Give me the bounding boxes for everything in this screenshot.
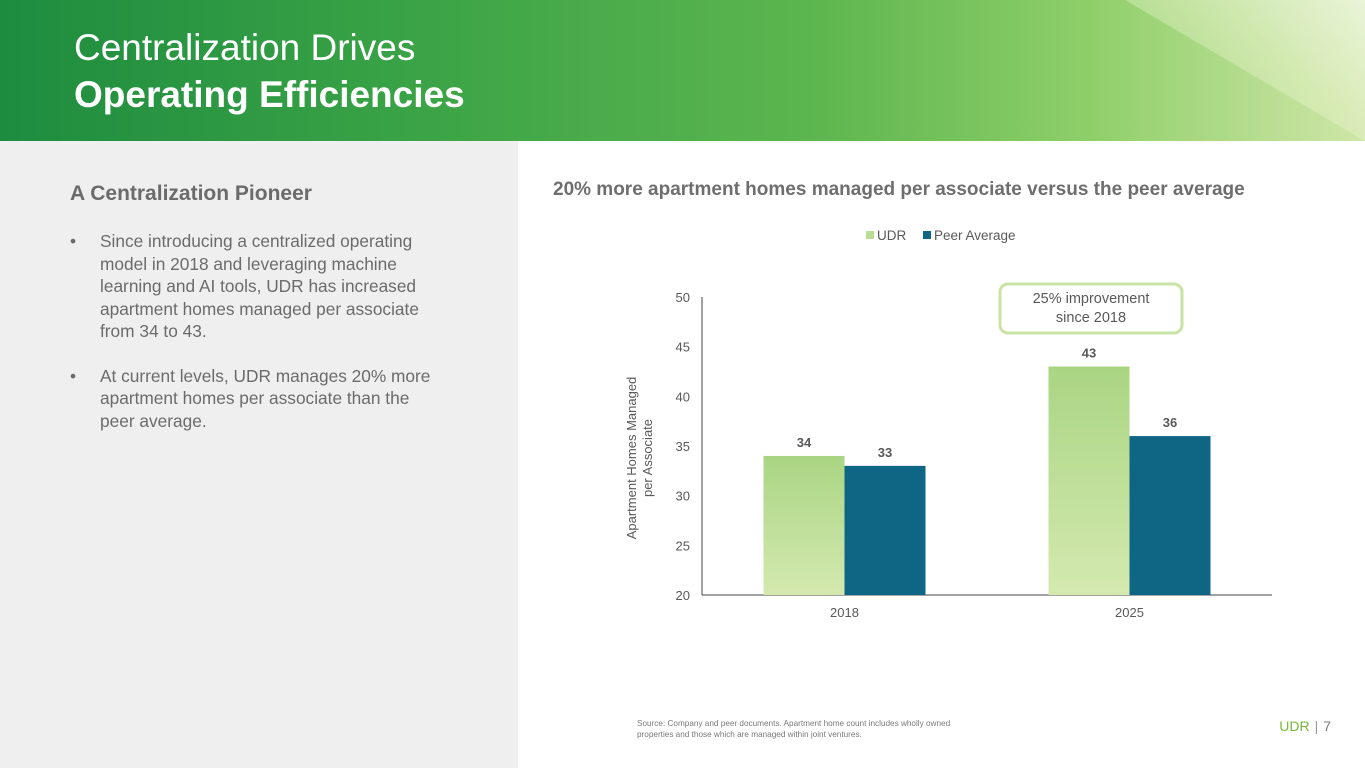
bar-peer-average (1129, 436, 1211, 595)
page-title-line2: Operating Efficiencies (74, 74, 465, 115)
bullet-text: Since introducing a centralized operatin… (100, 231, 419, 341)
legend-swatch (866, 231, 874, 239)
bullet-list: • Since introducing a centralized operat… (70, 230, 440, 454)
left-panel (0, 141, 518, 768)
legend-label: Peer Average (934, 228, 1016, 243)
y-tick-label: 25 (676, 538, 690, 553)
banner-sheen (1125, 0, 1365, 141)
y-tick-label: 50 (676, 290, 690, 305)
bar-udr (1048, 366, 1130, 595)
y-axis-label-line1: Apartment Homes Managed (624, 377, 639, 540)
data-label: 33 (878, 445, 892, 460)
brand-name: UDR (1279, 718, 1310, 734)
title-banner (0, 0, 1365, 141)
page-number: 7 (1323, 718, 1331, 734)
page-title-line1: Centralization Drives (74, 27, 416, 68)
data-label: 36 (1163, 415, 1177, 430)
callout-text-line2: since 2018 (1056, 310, 1126, 326)
section-heading: A Centralization Pioneer (70, 182, 312, 205)
legend-swatch (923, 231, 931, 239)
bar-udr (763, 455, 845, 595)
source-footnote: Source: Company and peer documents. Apar… (637, 719, 951, 739)
chart-title: 20% more apartment homes managed per ass… (553, 179, 1245, 200)
bullet-text: At current levels, UDR manages 20% more … (100, 365, 431, 431)
data-label: 34 (797, 435, 812, 450)
y-tick-label: 20 (676, 588, 690, 603)
y-tick-label: 40 (676, 389, 690, 404)
bullet-item: • Since introducing a centralized operat… (70, 230, 440, 343)
y-tick-label: 35 (676, 439, 690, 454)
page-footer: UDR | 7 (1279, 718, 1331, 734)
callout-text-line1: 25% improvement (1033, 291, 1150, 307)
y-tick-label: 45 (676, 340, 690, 355)
bar-peer-average (844, 465, 926, 595)
bullet-marker: • (70, 365, 77, 386)
y-axis-label-line2: per Associate (640, 419, 655, 497)
callout-box (998, 282, 1184, 335)
x-tick-label: 2025 (1115, 605, 1144, 620)
data-label: 43 (1082, 346, 1096, 361)
x-tick-label: 2018 (830, 605, 859, 620)
bullet-marker: • (70, 231, 77, 251)
footer-separator: | (1314, 718, 1319, 734)
y-tick-label: 30 (676, 489, 690, 504)
bullet-item: • At current levels, UDR manages 20% mor… (70, 365, 440, 433)
legend-label: UDR (877, 228, 906, 243)
